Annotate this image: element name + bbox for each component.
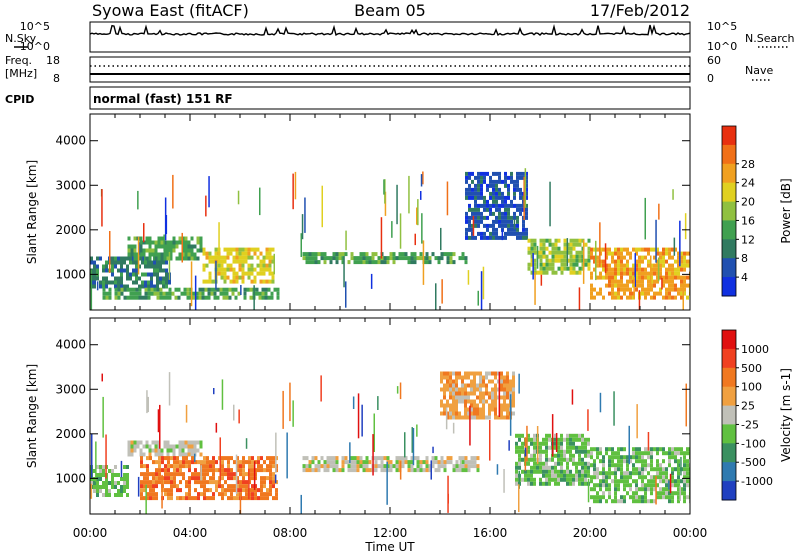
velocity-colorbar-tick: -1000 (741, 475, 773, 488)
velocity-colorbar-tick: 25 (741, 400, 755, 413)
velocity-colorbar-swatch (722, 386, 736, 407)
power-y-label: Slant Range [km] (25, 160, 39, 264)
velocity-y-tick: 1000 (55, 471, 86, 485)
power-colorbar: 4 8 12 16 20 24 28 Power [dB] (721, 125, 793, 297)
time-tick-label: 16:00 (473, 526, 508, 540)
freq-label-line2: [MHz] (5, 67, 37, 80)
time-tick-label: 00:00 (73, 526, 108, 540)
power-colorbar-swatch (722, 163, 736, 184)
time-axis-label: Time UT (364, 540, 415, 554)
velocity-streaks (90, 371, 687, 514)
time-tick-label: 20:00 (573, 526, 608, 540)
velocity-colorbar-tick: -100 (741, 437, 766, 450)
cpid-label: CPID (5, 93, 34, 106)
velocity-colorbar-swatch (722, 443, 736, 463)
noise-right-tick-bottom: 10^0 (707, 40, 737, 53)
noise-sky-label: N.Sky (5, 32, 37, 45)
station-title: Syowa East (fitACF) (92, 1, 249, 20)
time-axis: 00:00 04:00 08:00 12:00 16:00 20:00 00:00 (73, 526, 708, 540)
power-y-tick: 4000 (55, 134, 86, 148)
power-region-0 (90, 256, 171, 289)
velocity-colorbar-swatch (722, 367, 736, 388)
nave-label: Nave (745, 64, 773, 77)
velocity-colorbar-tick: 500 (741, 362, 762, 375)
power-y-tick: 2000 (55, 223, 86, 237)
velocity-colorbar-swatch (722, 424, 736, 444)
power-colorbar-tick: 28 (741, 158, 755, 171)
power-region-4 (302, 252, 468, 265)
velocity-colorbar-tick: -500 (741, 456, 766, 469)
velocity-colorbar: 1000 500 100 25 -25 -100 -500 -1000 Velocity [m … (721, 329, 793, 501)
power-colorbar-swatch (722, 126, 736, 146)
power-panel: 1000 2000 3000 4000 Slant Range [km] 4 8 12 16 20… (25, 113, 793, 311)
velocity-colorbar-swatch (722, 462, 736, 482)
time-tick-label: 00:00 (673, 526, 708, 540)
power-colorbar-swatch (722, 201, 736, 221)
power-colorbar-tick: 4 (741, 271, 748, 284)
cpid-panel: normal (fast) 151 RF CPID (5, 86, 691, 110)
noise-left-tick-top: 10^5 (20, 20, 50, 33)
noise-panel: 10^5 10^0 10^5 10^0 N.Sky N.Search (5, 20, 795, 53)
power-data (90, 171, 690, 300)
time-tick-label: 08:00 (273, 526, 308, 540)
date-title: 17/Feb/2012 (590, 1, 690, 20)
power-colorbar-label: Power [dB] (779, 178, 793, 243)
velocity-colorbar-label: Velocity [m s-1] (779, 368, 793, 462)
velocity-region-6 (590, 447, 690, 504)
power-colorbar-tick: 8 (741, 252, 748, 265)
power-colorbar-tick: 12 (741, 233, 755, 246)
time-tick-label: 04:00 (173, 526, 208, 540)
beam-title: Beam 05 (354, 1, 426, 20)
freq-panel: 18 8 60 0 Freq. [MHz] Nave (5, 54, 773, 85)
velocity-region-1 (127, 440, 203, 457)
velocity-y-label: Slant Range [km] (25, 364, 39, 468)
power-y-tick: 3000 (55, 178, 86, 192)
cpid-mode-text: normal (fast) 151 RF (93, 92, 233, 106)
velocity-colorbar-swatch (722, 481, 736, 501)
velocity-colorbar-tick: 100 (741, 381, 762, 394)
freq-left-tick-bottom: 8 (53, 72, 60, 85)
nave-right-tick-bottom: 0 (707, 72, 714, 85)
power-colorbar-swatch (722, 182, 736, 203)
velocity-colorbar-swatch (722, 330, 736, 350)
freq-label-line1: Freq. (5, 54, 32, 67)
velocity-y-tick: 4000 (55, 338, 86, 352)
power-colorbar-swatch (722, 258, 736, 278)
power-colorbar-tick: 16 (741, 214, 755, 227)
velocity-y-tick: 2000 (55, 427, 86, 441)
velocity-region-2 (140, 456, 278, 501)
power-region-3 (102, 287, 280, 300)
velocity-colorbar-tick: 1000 (741, 343, 769, 356)
noise-sky-trace (89, 24, 691, 36)
power-colorbar-swatch (722, 239, 736, 259)
power-colorbar-tick: 20 (741, 196, 755, 209)
power-streaks (90, 168, 687, 310)
power-region-6 (527, 238, 591, 275)
velocity-y-tick: 3000 (55, 382, 86, 396)
velocity-colorbar-tick: -25 (741, 418, 759, 431)
freq-left-tick-top: 18 (46, 54, 60, 67)
power-region-2 (202, 247, 275, 284)
velocity-colorbar-swatch (722, 405, 736, 425)
velocity-data (90, 371, 690, 504)
power-colorbar-swatch (722, 220, 736, 240)
power-colorbar-swatch (722, 277, 736, 297)
noise-left-tick-bottom: 10^0 (20, 40, 50, 53)
noise-search-label: N.Search (745, 32, 795, 45)
power-colorbar-tick: 24 (741, 177, 755, 190)
time-tick-label: 12:00 (373, 526, 408, 540)
power-colorbar-swatch (722, 144, 736, 165)
velocity-region-3 (302, 456, 480, 473)
power-y-tick: 1000 (55, 267, 86, 281)
noise-right-tick-top: 10^5 (707, 20, 737, 33)
nave-right-tick-top: 60 (707, 54, 721, 67)
velocity-colorbar-swatch (722, 348, 736, 369)
velocity-region-4 (440, 371, 515, 420)
power-region-5 (465, 171, 528, 240)
power-region-7 (590, 247, 690, 300)
